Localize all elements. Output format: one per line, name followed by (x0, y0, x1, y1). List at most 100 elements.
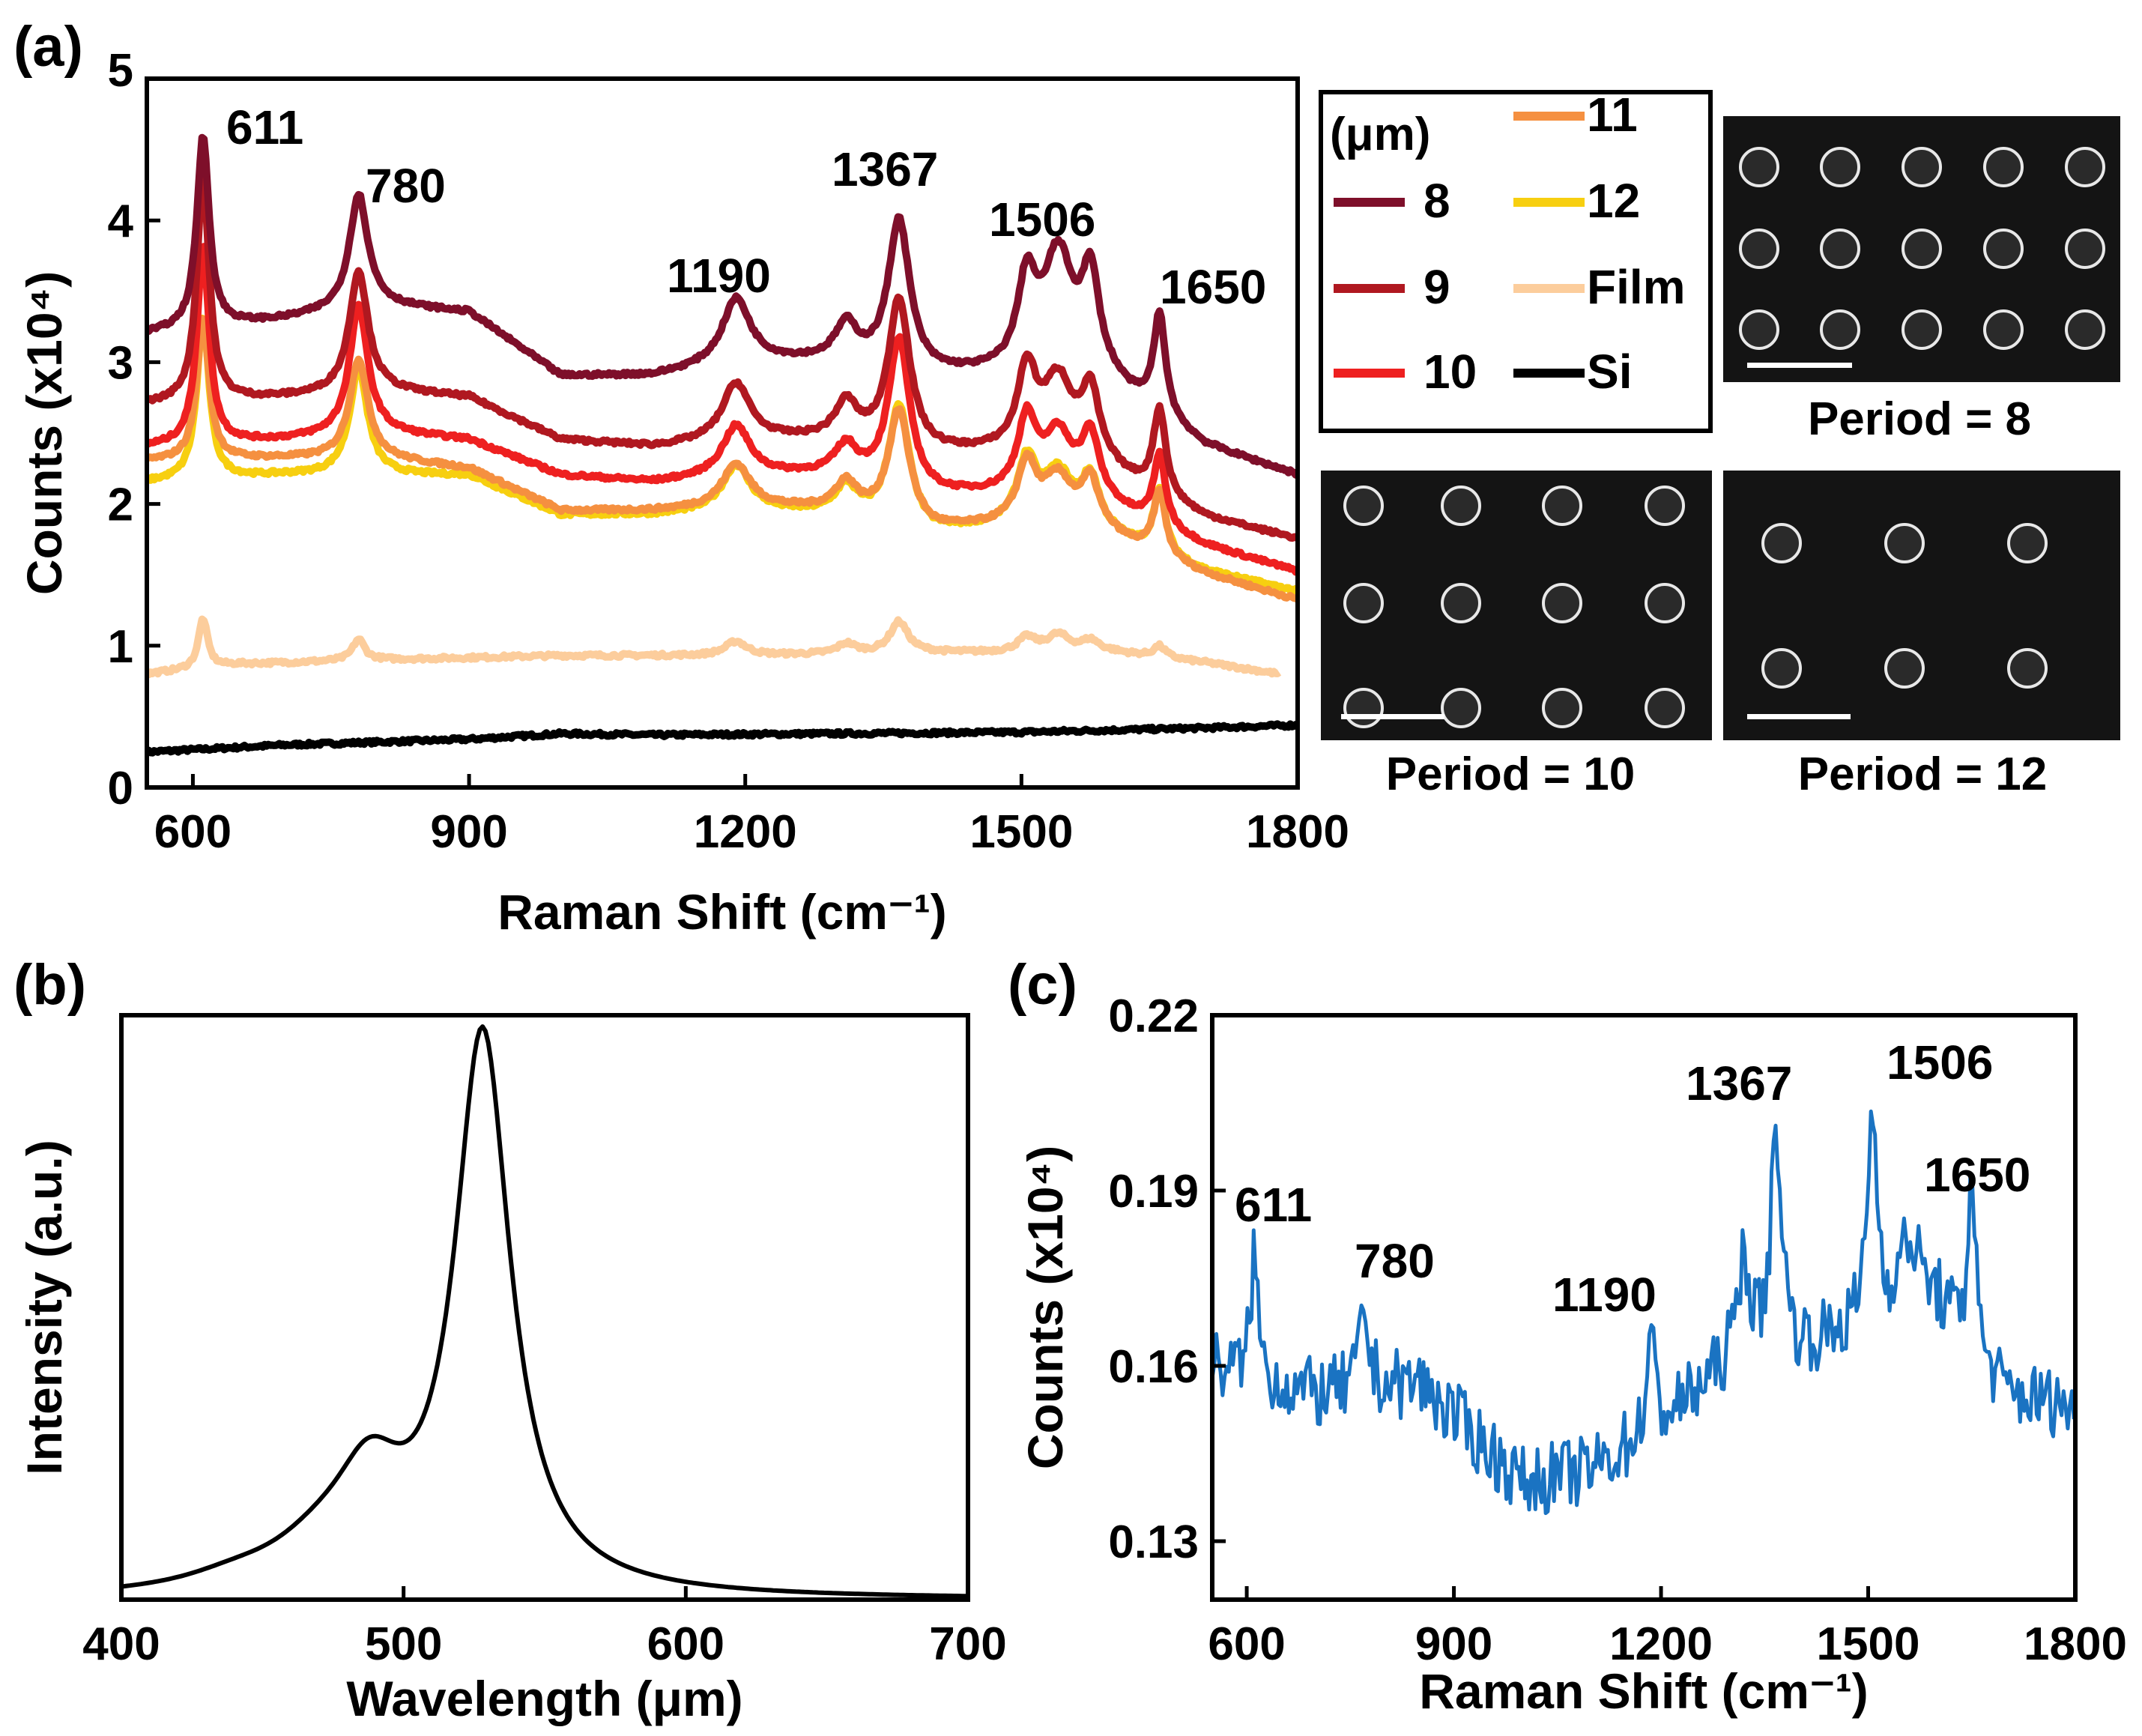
annot-c-1367: 1367 (1686, 1056, 1792, 1110)
xtick-label-a-600: 600 (154, 806, 232, 858)
legend-label-10: 10 (1424, 345, 1477, 399)
xtick-label-c-900: 900 (1415, 1618, 1492, 1670)
annot-c-1650: 1650 (1924, 1148, 2030, 1202)
annot-a-611: 611 (226, 100, 303, 154)
legend-label-11: 11 (1587, 88, 1638, 142)
pillar (2065, 309, 2105, 350)
legend-label-8: 8 (1424, 174, 1450, 228)
annot-c-1190: 1190 (1552, 1268, 1657, 1322)
ytick-label-c-2: 0.19 (1108, 1166, 1199, 1218)
annot-a-1367: 1367 (832, 142, 938, 196)
legend-label-film: Film (1587, 260, 1686, 314)
xtick-label-a-1800: 1800 (1246, 806, 1349, 858)
pillar (1441, 486, 1481, 526)
pillar (1884, 648, 1925, 689)
xtick-label-c-1500: 1500 (1817, 1618, 1920, 1670)
ytick-label-c-0: 0.13 (1108, 1516, 1199, 1568)
pillar (1343, 486, 1384, 526)
pillar (2007, 648, 2048, 689)
pillar (1542, 688, 1582, 728)
xtick-label-b-700: 700 (929, 1618, 1006, 1670)
legend-label-si: Si (1587, 345, 1632, 399)
pillar (1820, 229, 1860, 269)
ytick-label-a-5: 5 (108, 45, 133, 97)
sem-image-period-10: Period = 10 (1321, 471, 1712, 800)
series-a-si (147, 720, 1298, 757)
pillar (1983, 309, 2024, 350)
chart-c-ylabel: Counts (x10⁴) (1017, 1146, 1073, 1469)
pillar (1645, 486, 1685, 526)
ytick-label-a-3: 3 (108, 337, 133, 389)
pillar (2007, 523, 2048, 563)
chart-b-xlabel: Wavelength (μm) (346, 1671, 742, 1726)
annot-a-1190: 1190 (667, 249, 771, 303)
pillar (1761, 648, 1802, 689)
series-a-film (147, 615, 1282, 679)
chart-c-xlabel: Raman Shift (cm⁻¹) (1419, 1663, 1869, 1719)
scale-bar-12 (1747, 714, 1851, 719)
pillar (1645, 583, 1685, 623)
pillar (1542, 583, 1582, 623)
xtick-label-c-1200: 1200 (1609, 1618, 1713, 1670)
chart-a-frame (145, 76, 1300, 790)
pillar (1739, 229, 1779, 269)
xtick-label-a-1200: 1200 (694, 806, 797, 858)
caption-period-8: Period = 8 (1808, 393, 2031, 445)
chart-c: 600 900 1200 1500 1800 0.13 0.16 0.19 0.22 611 7… (1017, 991, 2127, 1719)
ytick-label-a-0: 0 (108, 763, 133, 814)
pillar (1739, 309, 1779, 350)
ytick-label-a-4: 4 (108, 196, 134, 247)
xtick-label-b-500: 500 (365, 1618, 442, 1670)
chart-c-frame (1210, 1013, 2078, 1602)
pillar (1902, 147, 1942, 187)
panel-a-label: (a) (13, 15, 83, 79)
pillar (1343, 583, 1384, 623)
scale-bar-8 (1747, 363, 1852, 368)
pillar (1739, 147, 1779, 187)
annot-a-1650: 1650 (1160, 260, 1266, 314)
legend-label-12: 12 (1587, 174, 1640, 228)
ytick-label-c-1: 0.16 (1108, 1341, 1199, 1393)
chart-b: 400 500 600 700 Wavelength (μm) Intensity (… (16, 1013, 1007, 1726)
xtick-label-b-600: 600 (647, 1618, 724, 1670)
series-b-pl (121, 1024, 968, 1599)
pillar (1983, 229, 2024, 269)
annot-c-1506: 1506 (1887, 1035, 1993, 1089)
annot-c-611: 611 (1235, 1178, 1312, 1232)
pillar (1820, 309, 1860, 350)
chart-a: 600 900 1200 1500 1800 0 1 2 3 4 5 611 780 1190 13… (16, 45, 1349, 940)
caption-period-10: Period = 10 (1386, 748, 1636, 800)
pillar (1902, 309, 1942, 350)
series-c-spectrum (1212, 1109, 2075, 1516)
caption-period-12: Period = 12 (1798, 748, 2048, 800)
sem-image-period-12: Period = 12 (1723, 471, 2120, 800)
pillar (2065, 229, 2105, 269)
pillar (1820, 147, 1860, 187)
pillar (1542, 486, 1582, 526)
pillar (1441, 688, 1481, 728)
ytick-label-a-2: 2 (108, 480, 133, 531)
pillar (1983, 147, 2024, 187)
annot-a-1506: 1506 (989, 193, 1095, 247)
series-a-10 (147, 243, 1298, 576)
pillar (2065, 147, 2105, 187)
xtick-label-b-400: 400 (82, 1618, 160, 1670)
series-a-11 (147, 315, 1298, 603)
pillar (1343, 688, 1384, 728)
chart-a-ylabel: Counts (x10⁴) (16, 271, 72, 595)
pillar (1645, 688, 1685, 728)
ytick-label-c-3: 0.22 (1108, 991, 1199, 1042)
legend-label-9: 9 (1424, 260, 1450, 314)
legend-a-title: (μm) (1330, 109, 1430, 160)
pillar (1441, 583, 1481, 623)
series-a-8 (147, 133, 1298, 479)
sem-image-period-8: Period = 8 (1723, 116, 2120, 445)
xtick-label-c-1800: 1800 (2024, 1618, 2127, 1670)
ytick-label-a-1: 1 (108, 621, 133, 673)
legend-a: (μm) 8 9 10 11 12 Film Si (1319, 88, 1713, 433)
xtick-label-a-1500: 1500 (969, 806, 1073, 858)
pillar (1884, 523, 1925, 563)
xtick-label-a-900: 900 (430, 806, 507, 858)
pillar (1761, 523, 1802, 563)
